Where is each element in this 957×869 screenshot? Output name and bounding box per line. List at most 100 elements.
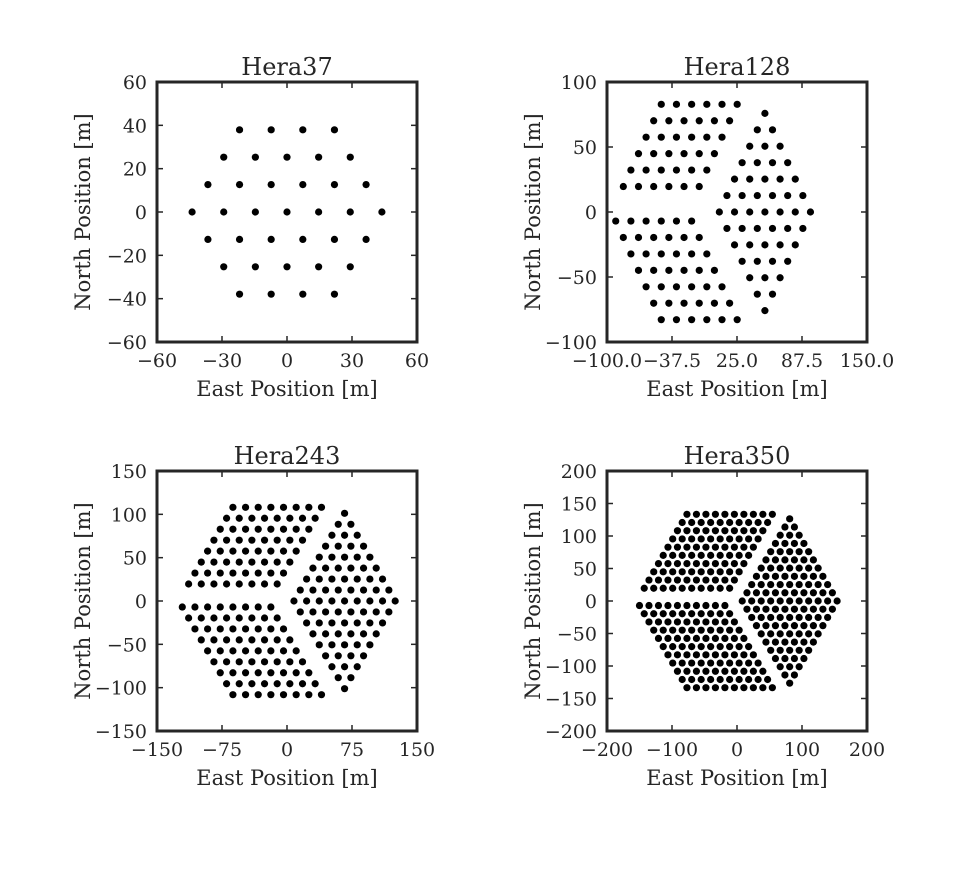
data-point [216, 569, 224, 577]
y-tick-label: −50 [557, 624, 597, 646]
data-point [222, 614, 231, 622]
data-point [359, 564, 368, 572]
data-point [188, 208, 196, 216]
data-point [776, 630, 784, 638]
data-point [254, 547, 262, 555]
x-axis-label: East Position [m] [196, 377, 377, 401]
data-point [680, 266, 688, 274]
y-tick-label: 50 [573, 137, 597, 159]
data-point [749, 651, 757, 659]
data-point [762, 589, 770, 597]
x-tick-label: 0 [281, 739, 293, 761]
data-point [730, 543, 738, 551]
data-point [353, 619, 361, 627]
data-point [222, 514, 231, 522]
data-point [286, 680, 294, 688]
data-point [688, 551, 696, 559]
data-point [248, 536, 256, 544]
data-point [814, 613, 822, 622]
data-point [786, 515, 794, 523]
data-point [707, 643, 715, 651]
data-point [762, 572, 770, 580]
data-point [791, 208, 799, 216]
x-tick-label: −100 [646, 739, 698, 761]
data-point [697, 643, 705, 651]
data-point [665, 299, 673, 307]
data-point [735, 535, 743, 543]
data-point [311, 680, 319, 688]
data-point [328, 619, 336, 627]
data-point [664, 576, 672, 584]
data-point [711, 560, 720, 568]
data-point [805, 548, 813, 556]
data-point [298, 514, 307, 522]
data-point [781, 589, 789, 597]
y-tick-label: −50 [557, 267, 597, 289]
data-point [334, 520, 342, 528]
data-point [688, 568, 696, 576]
data-point [665, 266, 673, 274]
data-point [273, 536, 281, 544]
data-point [657, 217, 665, 225]
data-point [776, 663, 784, 671]
data-point [210, 658, 218, 666]
data-point [334, 608, 342, 616]
data-point [229, 525, 237, 533]
data-point [767, 580, 775, 589]
data-point [680, 299, 688, 307]
data-point [735, 643, 743, 651]
x-tick-label: −60 [137, 350, 177, 372]
data-point [619, 182, 627, 191]
data-point [746, 208, 754, 216]
data-point [776, 531, 784, 539]
x-tick-label: 0 [731, 739, 743, 761]
data-point [642, 250, 650, 258]
data-point [185, 614, 193, 622]
data-point [710, 117, 719, 125]
data-point [683, 684, 691, 692]
data-point [735, 568, 743, 576]
data-point [759, 684, 767, 692]
data-point [665, 182, 673, 191]
data-point [292, 503, 300, 511]
data-point [372, 564, 380, 572]
data-point [776, 580, 784, 589]
data-point [235, 558, 243, 566]
data-point [764, 675, 772, 684]
data-point [654, 576, 663, 584]
data-point [786, 679, 794, 687]
data-point [305, 525, 313, 533]
y-axis-label: North Position [m] [521, 113, 545, 310]
x-tick-label: −200 [581, 739, 633, 761]
data-point [229, 691, 237, 699]
data-point [235, 514, 243, 522]
data-point [745, 551, 753, 559]
x-tick-label: −75 [202, 739, 242, 761]
data-point [241, 625, 250, 633]
data-point [718, 133, 726, 141]
data-point [254, 569, 262, 577]
data-point [707, 675, 715, 684]
chart-title: Hera37 [241, 53, 332, 81]
y-tick-label: 60 [123, 72, 147, 94]
data-point [672, 166, 681, 174]
data-point [683, 527, 691, 535]
data-point [683, 651, 691, 659]
data-point [730, 241, 739, 249]
plot-frame [155, 469, 419, 733]
data-point [768, 510, 776, 518]
data-point [241, 569, 250, 577]
data-point [753, 126, 761, 134]
data-point [673, 634, 682, 642]
x-tick-label: −30 [202, 350, 242, 372]
data-point [254, 603, 262, 611]
data-point [334, 674, 342, 682]
data-point [669, 610, 677, 618]
data-point [254, 669, 262, 677]
data-point [292, 525, 300, 533]
data-point [305, 691, 313, 699]
data-point [321, 608, 330, 616]
data-point [267, 525, 275, 533]
data-point [678, 659, 686, 667]
data-point [235, 290, 244, 298]
